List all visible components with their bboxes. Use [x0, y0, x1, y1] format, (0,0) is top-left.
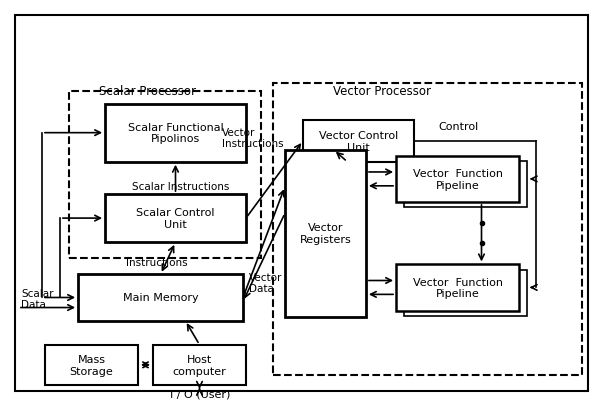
Text: Instructions: Instructions — [126, 258, 188, 267]
Text: Vector
Instructions: Vector Instructions — [222, 128, 284, 149]
Text: Vector Control
Unit: Vector Control Unit — [319, 131, 398, 152]
Text: Scalar Control
Unit: Scalar Control Unit — [136, 208, 215, 229]
Bar — [404, 162, 527, 208]
Text: Scalar
Data: Scalar Data — [21, 288, 53, 310]
Bar — [396, 156, 519, 203]
Text: Vector
Registers: Vector Registers — [299, 223, 352, 244]
Text: I / O (User): I / O (User) — [170, 389, 230, 399]
Bar — [105, 104, 246, 162]
Text: Scalar Functional
Pipolinos: Scalar Functional Pipolinos — [128, 123, 223, 144]
Bar — [285, 150, 366, 317]
Text: Scalar Instructions: Scalar Instructions — [132, 182, 229, 191]
Text: Vector
Data: Vector Data — [249, 272, 283, 294]
Text: Scalar Processor: Scalar Processor — [99, 85, 196, 98]
Bar — [105, 194, 246, 243]
Text: Vector Processor: Vector Processor — [333, 85, 431, 98]
Bar — [69, 92, 261, 259]
Bar — [396, 265, 519, 311]
Text: Control: Control — [438, 122, 478, 131]
Bar — [273, 84, 582, 375]
Text: Host
computer: Host computer — [173, 354, 226, 376]
Bar — [78, 275, 243, 321]
Text: Mass
Storage: Mass Storage — [70, 354, 113, 376]
Bar — [303, 120, 414, 162]
Bar — [45, 345, 138, 385]
Text: Vector  Function
Pipeline: Vector Function Pipeline — [413, 277, 503, 298]
Bar — [404, 270, 527, 316]
Text: Vector  Function
Pipeline: Vector Function Pipeline — [413, 169, 503, 190]
Text: Main Memory: Main Memory — [122, 293, 199, 303]
Bar — [153, 345, 246, 385]
